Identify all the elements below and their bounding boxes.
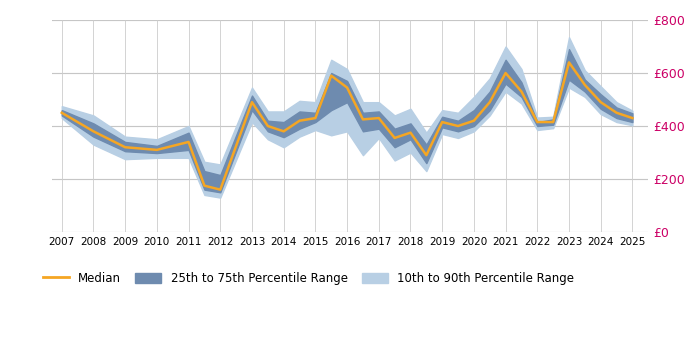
Legend: Median, 25th to 75th Percentile Range, 10th to 90th Percentile Range: Median, 25th to 75th Percentile Range, 1… [38, 267, 579, 290]
